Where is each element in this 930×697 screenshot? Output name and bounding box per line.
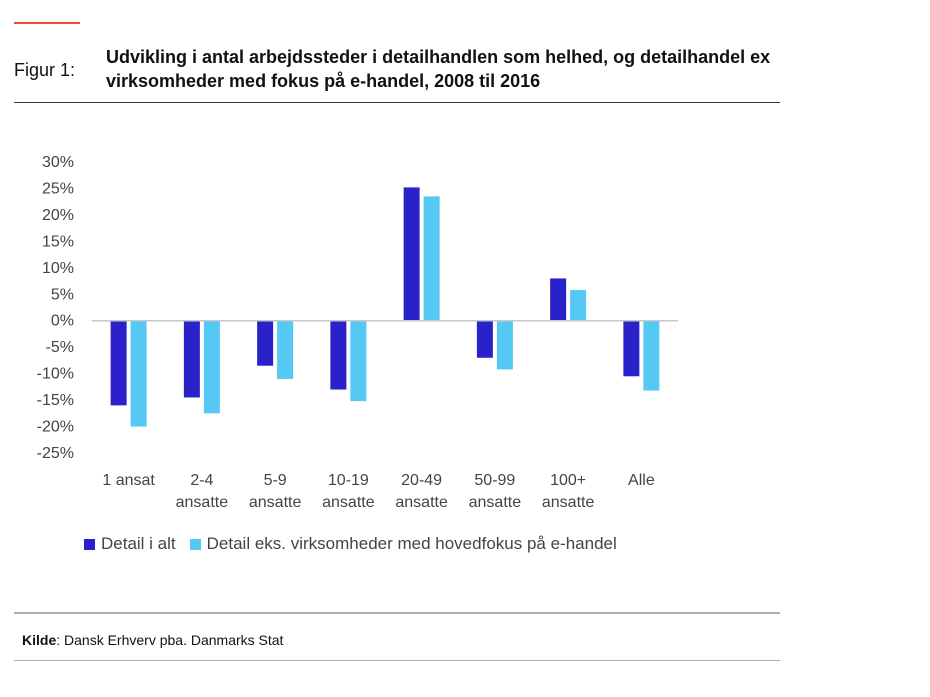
y-tick-label: 20% xyxy=(42,207,74,224)
bar-detail-eks-3 xyxy=(350,320,367,402)
x-tick-label: 1 ansat xyxy=(102,472,155,489)
y-tick-label: 5% xyxy=(51,286,74,303)
x-tick-label: ansatte xyxy=(322,494,375,511)
x-tick-label: 100+ xyxy=(550,472,586,489)
bar-detail-i-alt-5 xyxy=(476,320,493,358)
bottom-divider xyxy=(14,612,780,614)
legend-label: Detail i alt xyxy=(101,534,176,553)
bar-chart: 30% 25% 20% 15% 10% 5% 0% -5% -10% -15% -20% -25% 1… xyxy=(37,154,678,511)
x-tick-label: 50-99 xyxy=(474,472,515,489)
legend-swatch xyxy=(84,538,95,550)
figure-title: Udvikling i antal arbejdssteder i detail… xyxy=(106,47,771,91)
bar-detail-i-alt-3 xyxy=(330,320,347,390)
x-tick-label: Alle xyxy=(628,472,655,489)
legend-item-detail-i-alt: Detail i alt xyxy=(84,534,176,554)
legend-item-detail-eks: Detail eks. virksomheder med hovedfokus … xyxy=(189,534,617,554)
x-tick-label: 10-19 xyxy=(328,472,369,489)
bar-detail-i-alt-6 xyxy=(550,278,567,321)
legend-label: Detail eks. virksomheder med hovedfokus … xyxy=(206,534,617,553)
x-tick-label: 5-9 xyxy=(264,472,287,489)
source-note: Kilde: Dansk Erhverv pba. Danmarks Stat xyxy=(22,632,283,648)
bars-group xyxy=(110,187,660,427)
y-tick-label: -5% xyxy=(46,339,74,356)
x-tick-label: ansatte xyxy=(249,494,302,511)
bar-detail-eks-5 xyxy=(496,320,513,370)
x-tick-label: ansatte xyxy=(395,494,448,511)
y-tick-label: 25% xyxy=(42,180,74,197)
bar-detail-eks-2 xyxy=(277,320,294,379)
y-tick-label: 10% xyxy=(42,260,74,277)
y-tick-label: -25% xyxy=(37,445,74,462)
bar-detail-eks-0 xyxy=(130,320,147,427)
bar-detail-i-alt-2 xyxy=(257,320,274,366)
x-tick-label: ansatte xyxy=(469,494,522,511)
source-label: Kilde xyxy=(22,632,57,648)
y-tick-label: -10% xyxy=(37,366,74,383)
y-tick-label: -20% xyxy=(37,419,74,436)
bar-detail-eks-1 xyxy=(203,320,220,414)
x-tick-label: ansatte xyxy=(176,494,229,511)
bar-detail-i-alt-0 xyxy=(110,320,127,406)
bar-detail-i-alt-1 xyxy=(183,320,200,398)
x-tick-label: ansatte xyxy=(542,494,595,511)
y-tick-label: 15% xyxy=(42,233,74,250)
x-tick-label: 20-49 xyxy=(401,472,442,489)
figure-label: Figur 1: xyxy=(14,60,76,80)
source-text: : Dansk Erhverv pba. Danmarks Stat xyxy=(56,632,284,648)
x-axis: 1 ansat 2-4 ansatte 5-9 ansatte 10-19 ansatte 2… xyxy=(92,319,678,511)
legend-swatch xyxy=(189,538,201,550)
bar-detail-eks-7 xyxy=(643,320,660,391)
x-tick-label: 2-4 xyxy=(190,472,213,489)
y-tick-label: 0% xyxy=(51,313,74,330)
y-tick-label: 30% xyxy=(42,154,74,171)
top-divider xyxy=(14,102,780,103)
y-axis: 30% 25% 20% 15% 10% 5% 0% -5% -10% -15% -20% -25% xyxy=(37,154,74,462)
accent-line xyxy=(14,22,80,24)
legend: Detail i alt Detail eks. virksomheder me… xyxy=(84,534,631,554)
bar-detail-eks-4 xyxy=(423,196,440,321)
bar-detail-i-alt-7 xyxy=(623,320,640,377)
bar-detail-eks-6 xyxy=(570,290,587,321)
y-tick-label: -15% xyxy=(37,392,74,409)
footer-divider xyxy=(14,660,780,661)
bar-detail-i-alt-4 xyxy=(403,187,420,321)
